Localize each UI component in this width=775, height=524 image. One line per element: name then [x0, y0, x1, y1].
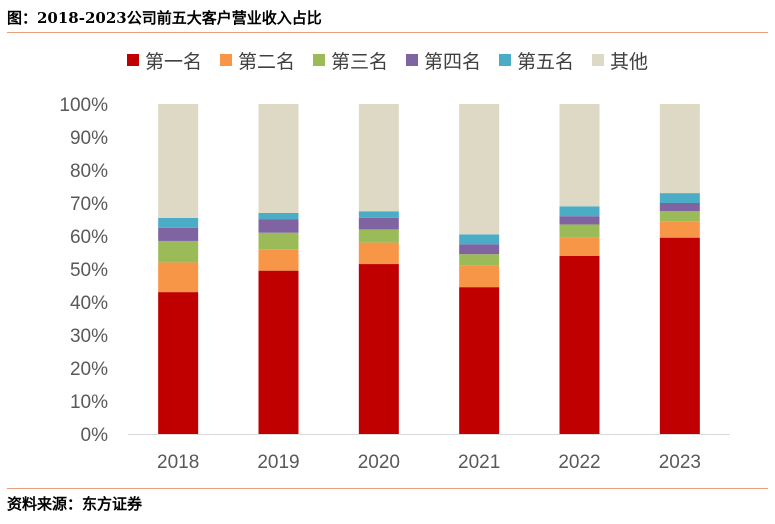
bar-segment	[559, 216, 600, 225]
bar-segment	[258, 270, 299, 434]
legend-label: 第一名	[144, 50, 202, 73]
bar-segment	[358, 242, 399, 265]
legend-swatch	[406, 54, 418, 66]
bar-segment	[158, 104, 199, 218]
legend-label: 第二名	[237, 50, 295, 73]
legend-swatch	[126, 54, 139, 66]
y-tick-label: 60%	[70, 227, 108, 248]
y-tick-label: 70%	[70, 194, 108, 215]
bar-segment	[659, 237, 700, 434]
y-tick-label: 100%	[59, 95, 108, 116]
legend-item: 第三名	[312, 47, 388, 74]
bar-segment	[559, 237, 600, 256]
legend-item: 第一名	[126, 47, 202, 74]
bar-segment	[459, 244, 500, 255]
figure-title: 图：2018-2023公司前五大客户营业收入占比	[7, 9, 322, 27]
bar-segment	[358, 217, 399, 230]
bar-segment	[258, 249, 299, 271]
y-tick-label: 80%	[70, 161, 108, 182]
bar-segment	[559, 255, 600, 434]
legend-label: 第三名	[330, 50, 388, 73]
bar-segment	[158, 292, 199, 434]
bar-segment	[158, 217, 199, 228]
bar-segment	[459, 254, 500, 266]
legend-swatch	[219, 54, 232, 66]
chart-legend: 第一名 第二名 第三名 第四名 第五名 其他	[0, 46, 775, 74]
bar-segment	[358, 211, 399, 218]
legend-label: 第四名	[424, 50, 482, 73]
y-tick-label: 50%	[70, 260, 108, 281]
figure-source: 资料来源：东方证券	[7, 495, 143, 513]
bar-segment	[559, 224, 600, 238]
bar-segment	[358, 229, 399, 243]
bar-segment	[258, 219, 299, 233]
x-tick-label: 2023	[659, 452, 701, 473]
bar-segment	[358, 104, 399, 212]
bar-segment	[258, 104, 299, 213]
bar-segment	[459, 265, 500, 288]
y-tick-label: 20%	[70, 359, 108, 380]
bar-segment	[659, 211, 700, 222]
y-tick-label: 40%	[70, 293, 108, 314]
bottom-rule	[7, 488, 768, 489]
legend-item: 第五名	[499, 47, 574, 74]
bar-segment	[559, 206, 600, 217]
bar-segment	[559, 104, 600, 207]
legend-item: 第二名	[219, 47, 295, 74]
bar-segment	[158, 262, 199, 293]
bar-segment	[459, 104, 500, 235]
legend-swatch	[312, 54, 325, 66]
y-tick-label: 10%	[70, 392, 108, 413]
bar-segment	[659, 203, 700, 212]
legend-label: 第五名	[517, 50, 575, 73]
top-rule	[7, 32, 768, 33]
y-tick-label: 0%	[81, 425, 109, 446]
legend-item: 其他	[592, 47, 648, 74]
bar-segment	[659, 221, 700, 238]
bar-segment	[158, 227, 199, 241]
bar-segment	[459, 234, 500, 245]
x-tick-label: 2021	[458, 452, 500, 473]
legend-item: 第四名	[406, 47, 481, 74]
y-tick-label: 90%	[70, 128, 108, 149]
legend-label: 其他	[610, 50, 649, 73]
x-tick-label: 2019	[257, 452, 299, 473]
legend-swatch	[499, 54, 512, 66]
bar-segment	[258, 232, 299, 250]
legend-swatch	[592, 54, 605, 66]
bar-segment	[659, 104, 700, 194]
bar-segment	[258, 212, 299, 220]
x-tick-label: 2022	[558, 452, 600, 473]
bar-segment	[459, 287, 500, 434]
bar-segment	[659, 193, 700, 203]
y-tick-label: 30%	[70, 326, 108, 347]
x-tick-label: 2018	[157, 452, 199, 473]
bar-segment	[358, 264, 399, 434]
x-tick-label: 2020	[358, 452, 400, 473]
bar-segment	[158, 240, 199, 263]
